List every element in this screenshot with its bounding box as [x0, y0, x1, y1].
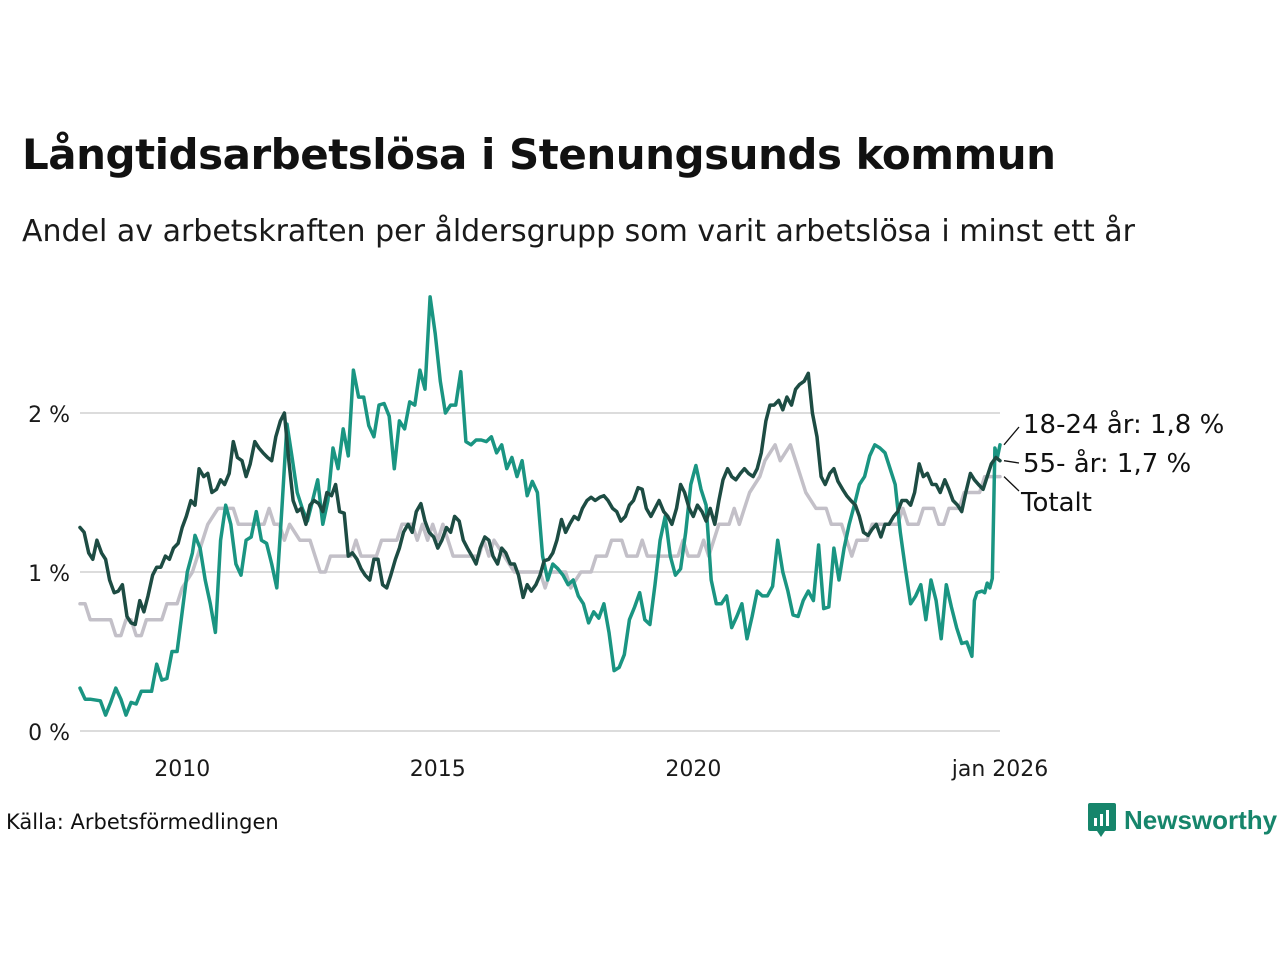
newsworthy-logo-icon	[1088, 803, 1116, 837]
leader-line-18-24	[1003, 426, 1020, 446]
end-label-55-plus: 55- år: 1,7 %	[1023, 448, 1191, 479]
brand-name: Newsworthy	[1124, 804, 1278, 835]
y-axis-ticks: 0 % 1 % 2 %	[28, 403, 70, 746]
leader-line-totalt	[1003, 476, 1020, 492]
series-lines	[78, 295, 1002, 717]
source-note: Källa: Arbetsförmedlingen	[6, 810, 279, 834]
y-tick-label: 1 %	[28, 562, 70, 587]
brand-logo: Newsworthy	[1088, 803, 1277, 837]
end-labels: Totalt 18-24 år: 1,8 % 55- år: 1,7 %	[1003, 409, 1224, 518]
series-line-18-24	[78, 295, 1002, 717]
chart-title: Långtidsarbetslösa i Stenungsunds kommun	[22, 130, 1056, 179]
x-axis-ticks: 2010 2015 2020 jan 2026	[154, 757, 1048, 782]
end-label-totalt: Totalt	[1020, 488, 1092, 518]
y-tick-label: 0 %	[28, 721, 70, 746]
series-line-55-plus	[78, 371, 1002, 627]
x-tick-label: 2010	[154, 757, 210, 782]
x-tick-label: 2020	[665, 757, 721, 782]
x-tick-label: 2015	[410, 757, 466, 782]
end-label-18-24: 18-24 år: 1,8 %	[1023, 409, 1224, 440]
chart-subtitle: Andel av arbetskraften per åldersgrupp s…	[22, 214, 1135, 249]
x-tick-label: jan 2026	[951, 757, 1049, 782]
leader-line-55-plus	[1003, 460, 1020, 464]
y-tick-label: 2 %	[28, 403, 70, 428]
